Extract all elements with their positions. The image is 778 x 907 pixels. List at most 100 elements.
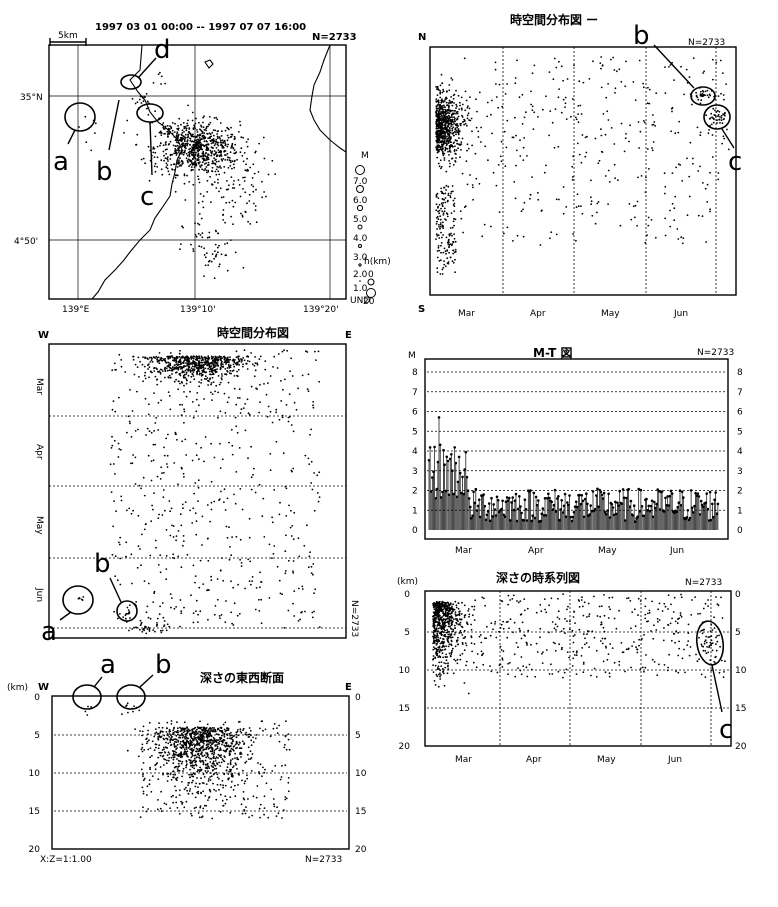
mt-bar-top <box>675 510 678 514</box>
mt-bar-top <box>486 510 490 513</box>
stew-dot <box>194 482 197 484</box>
stew-dot <box>275 408 278 411</box>
stns-dot <box>448 160 450 162</box>
stns-dot <box>624 137 627 140</box>
epicenter-dot <box>230 126 232 129</box>
dt-dot <box>432 637 435 640</box>
stew-dot <box>223 392 226 395</box>
dt-dot <box>435 639 438 642</box>
dt-dot <box>519 613 522 616</box>
mt-xtick-jun: Jun <box>669 546 684 556</box>
stns-dot <box>437 107 440 110</box>
stew-dot <box>224 621 227 623</box>
stew-dot <box>283 349 285 352</box>
mt-ytick-right: 5 <box>737 427 743 437</box>
epicenter-dot <box>199 155 202 158</box>
stns-dot <box>445 236 448 239</box>
dt-dot <box>512 631 514 634</box>
mt-bar-top <box>495 495 499 499</box>
stew-dot <box>287 416 290 419</box>
epicenter-dot <box>209 149 212 152</box>
dt-dot <box>643 670 645 673</box>
mt-bar-top <box>447 493 451 497</box>
stns-dot <box>613 163 616 166</box>
epicenter-dot <box>177 156 180 159</box>
map-coastline-east <box>309 44 347 153</box>
dt-dot <box>434 684 437 686</box>
epicenter-dot <box>191 146 193 148</box>
epicenter-dot <box>219 187 222 190</box>
mt-bar-top <box>698 513 702 516</box>
dt-dot <box>450 620 453 622</box>
dt-dot <box>599 640 602 642</box>
dt-dot <box>494 620 497 623</box>
stns-dot <box>512 136 515 139</box>
stew-dot <box>147 626 150 629</box>
dt-dot <box>500 623 503 626</box>
stew-dot <box>173 359 175 362</box>
stns-dot <box>436 88 438 91</box>
stns-dot <box>441 210 444 213</box>
dt-dot <box>442 621 445 624</box>
stns-dot <box>707 96 710 99</box>
epicenter-dot <box>168 173 171 176</box>
stns-dot <box>519 155 522 157</box>
epicenter-dot <box>186 174 189 177</box>
stns-dot <box>436 119 439 121</box>
stew-dot <box>178 355 181 358</box>
epicenter-dot <box>224 159 227 161</box>
epicenter-dot <box>182 162 184 165</box>
epicenter-dot <box>261 196 264 199</box>
stew-dot <box>118 543 121 546</box>
dt-dot <box>443 672 445 675</box>
stns-dot <box>490 225 492 228</box>
dt-dot <box>485 637 488 640</box>
mt-bar-top <box>595 494 598 497</box>
dt-dot <box>442 638 445 640</box>
stns-dot <box>664 192 666 195</box>
stew-dot <box>185 454 188 456</box>
epicenter-dot <box>210 154 213 157</box>
stew-dot <box>280 380 282 382</box>
stns-dot <box>504 93 507 95</box>
stns-dot <box>436 147 439 150</box>
stew-dot <box>307 390 310 392</box>
stns-dot <box>455 133 457 136</box>
dt-dot <box>441 649 444 651</box>
stns-dot <box>719 59 722 62</box>
dt-dot <box>463 649 466 652</box>
stew-dot <box>175 535 178 537</box>
stew-dot <box>131 582 133 585</box>
stns-dot <box>436 156 439 159</box>
mt-bar-top <box>509 519 512 522</box>
stns-dot <box>448 123 450 126</box>
stns-dot <box>475 98 477 101</box>
dt-dot <box>432 604 435 607</box>
stew-dot <box>265 393 268 396</box>
stns-n-label: N=2733 <box>688 38 725 48</box>
dt-dot <box>607 617 610 619</box>
mt-bar-top <box>709 518 713 522</box>
map-n-label: N=2733 <box>312 32 357 43</box>
stew-dot <box>153 430 156 432</box>
stew-dot <box>291 375 294 377</box>
stns-dot <box>436 151 439 154</box>
mt-bar-top <box>542 514 546 517</box>
dt-dot <box>441 652 444 655</box>
mt-bar-top <box>612 513 616 517</box>
epicenter-dot <box>181 225 184 228</box>
stew-dot <box>118 541 120 544</box>
mt-bar-top <box>660 490 664 493</box>
stew-dot <box>198 385 201 388</box>
stns-dot <box>462 231 464 234</box>
epicenter-dot <box>160 83 163 85</box>
stew-dot <box>235 403 238 406</box>
stns-dot <box>678 120 680 123</box>
stew-dot <box>132 454 135 456</box>
stns-dot <box>455 89 457 92</box>
epicenter-dot <box>203 140 206 143</box>
stns-dot <box>450 232 452 235</box>
stew-dot <box>163 620 166 622</box>
dt-dot <box>439 637 442 639</box>
stew-dot <box>183 410 186 413</box>
